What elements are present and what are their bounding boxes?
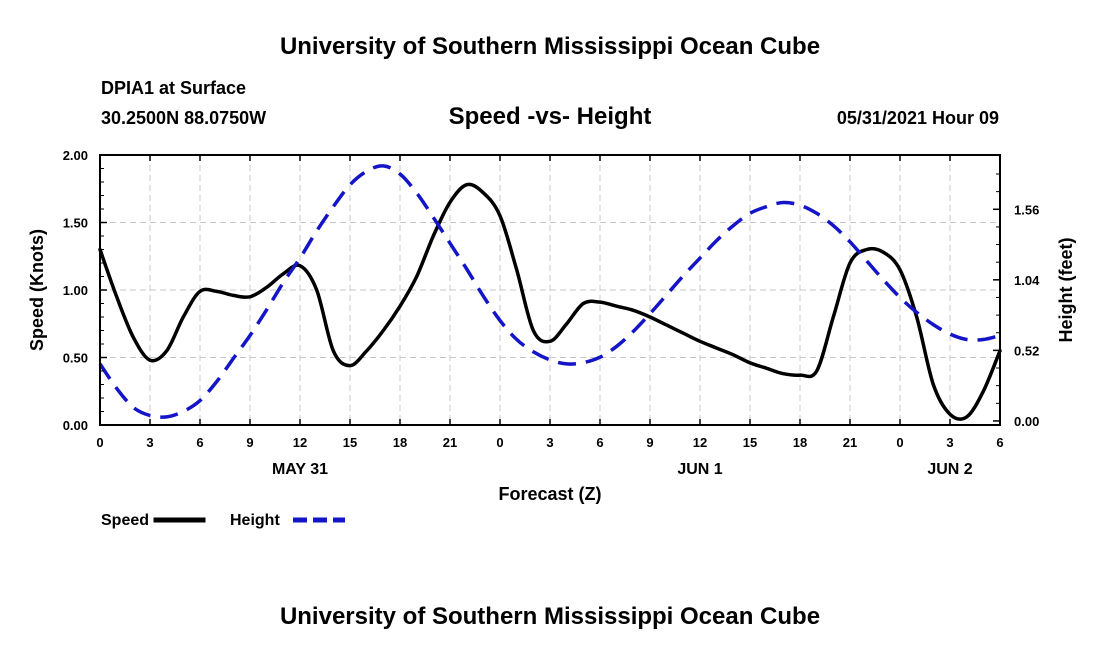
x-tick-label: 12 [293,435,307,450]
y-right-tick-label: 0.52 [1014,343,1039,358]
legend: Speed Height [101,512,345,529]
series [98,164,1002,421]
day-label: JUN 2 [927,461,972,478]
x-tick-label: 0 [896,435,903,450]
y-right-tick-label: 0.00 [1014,414,1039,429]
x-tick-label: 6 [596,435,603,450]
chart-title: Speed -vs- Height [449,103,652,130]
y-axis-left-label: Speed (Knots) [27,229,47,351]
y-left-tick-label: 1.50 [63,216,88,231]
series-height-line [98,164,1001,419]
x-tick-label: 0 [96,435,103,450]
y-left-tick-label: 0.00 [63,418,88,433]
y-left-tick-label: 1.00 [63,283,88,298]
legend-label: Speed [101,512,149,529]
grid [100,155,1000,425]
bottom-title: University of Southern Mississippi Ocean… [280,603,820,630]
legend-label: Height [230,512,280,529]
axes: 0 3 6 9 12 15 18 21 0 3 6 9 12 15 18 21 0 3 6 MAY 31 JUN 1 JU… [63,148,1040,478]
top-title: University of Southern Mississippi Ocean… [280,33,820,60]
y-right-tick-label: 1.56 [1014,202,1039,217]
x-tick-label: 3 [546,435,553,450]
day-label: MAY 31 [272,461,328,478]
x-tick-label: 18 [393,435,407,450]
series-speed-line [98,182,1002,421]
y-axis-right-label: Height (feet) [1056,238,1076,343]
x-tick-label: 9 [246,435,253,450]
x-tick-label: 15 [343,435,357,450]
x-tick-label: 3 [946,435,953,450]
y-left-tick-label: 2.00 [63,148,88,163]
y-right-tick-label: 1.04 [1014,273,1040,288]
x-tick-label: 6 [996,435,1003,450]
station-label: DPIA1 at Surface [101,78,246,98]
x-tick-label: 21 [843,435,857,450]
x-tick-label: 6 [196,435,203,450]
day-label: JUN 1 [677,461,722,478]
x-tick-label: 0 [496,435,503,450]
x-tick-label: 15 [743,435,757,450]
y-left-tick-label: 0.50 [63,351,88,366]
x-tick-label: 3 [146,435,153,450]
x-tick-label: 18 [793,435,807,450]
x-axis-label: Forecast (Z) [498,484,601,504]
coords-label: 30.2500N 88.0750W [101,108,266,128]
x-tick-label: 21 [443,435,457,450]
date-label: 05/31/2021 Hour 09 [837,108,999,128]
x-tick-label: 9 [646,435,653,450]
x-tick-label: 12 [693,435,707,450]
